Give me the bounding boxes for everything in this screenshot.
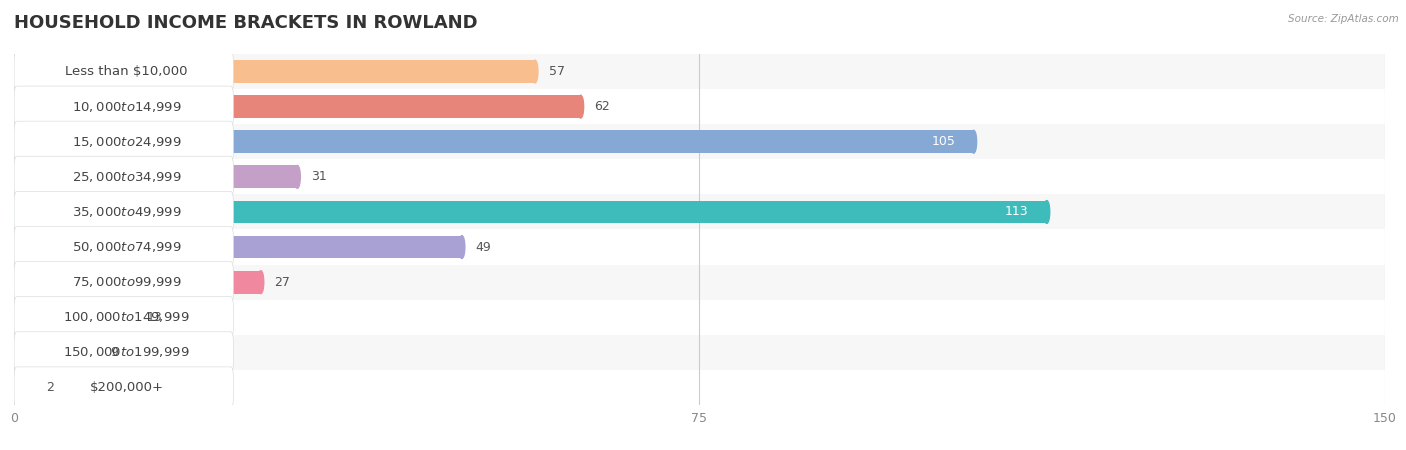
Circle shape <box>93 341 100 364</box>
Bar <box>14 159 1385 194</box>
Text: Source: ZipAtlas.com: Source: ZipAtlas.com <box>1288 14 1399 23</box>
Bar <box>14 166 298 188</box>
Text: 105: 105 <box>932 135 956 148</box>
Text: 31: 31 <box>311 171 326 183</box>
Bar <box>14 201 1046 223</box>
Bar <box>14 300 1385 335</box>
FancyBboxPatch shape <box>14 156 233 198</box>
Text: Less than $10,000: Less than $10,000 <box>65 65 188 78</box>
Text: $100,000 to $149,999: $100,000 to $149,999 <box>63 310 190 324</box>
FancyBboxPatch shape <box>14 367 233 408</box>
Bar <box>14 236 463 258</box>
Bar <box>14 306 134 328</box>
Text: $10,000 to $14,999: $10,000 to $14,999 <box>72 99 181 114</box>
Text: 113: 113 <box>1005 206 1029 218</box>
Text: $75,000 to $99,999: $75,000 to $99,999 <box>72 275 181 289</box>
Bar <box>14 335 1385 370</box>
Circle shape <box>294 166 301 188</box>
FancyBboxPatch shape <box>14 86 233 127</box>
Circle shape <box>129 306 136 328</box>
Text: 2: 2 <box>46 381 53 394</box>
Text: 62: 62 <box>595 100 610 113</box>
FancyBboxPatch shape <box>14 332 233 373</box>
Text: $25,000 to $34,999: $25,000 to $34,999 <box>72 170 181 184</box>
Text: 9: 9 <box>110 346 118 359</box>
Bar <box>14 265 1385 300</box>
Text: 27: 27 <box>274 276 291 288</box>
FancyBboxPatch shape <box>14 297 233 338</box>
Text: HOUSEHOLD INCOME BRACKETS IN ROWLAND: HOUSEHOLD INCOME BRACKETS IN ROWLAND <box>14 14 478 32</box>
Bar <box>14 271 262 293</box>
Text: $15,000 to $24,999: $15,000 to $24,999 <box>72 135 181 149</box>
Circle shape <box>1043 201 1050 223</box>
Bar <box>14 376 32 399</box>
Text: 13: 13 <box>146 311 162 324</box>
Bar <box>14 60 536 83</box>
Text: $150,000 to $199,999: $150,000 to $199,999 <box>63 345 190 360</box>
Text: 57: 57 <box>548 65 565 78</box>
Bar <box>14 89 1385 124</box>
FancyBboxPatch shape <box>14 191 233 233</box>
Circle shape <box>578 95 583 118</box>
Bar <box>14 95 581 118</box>
Text: $50,000 to $74,999: $50,000 to $74,999 <box>72 240 181 254</box>
Circle shape <box>458 236 465 258</box>
Circle shape <box>257 271 264 293</box>
Bar <box>14 124 1385 159</box>
FancyBboxPatch shape <box>14 261 233 303</box>
FancyBboxPatch shape <box>14 121 233 162</box>
Bar <box>14 370 1385 405</box>
Bar <box>14 54 1385 89</box>
Text: 49: 49 <box>475 241 491 253</box>
FancyBboxPatch shape <box>14 226 233 268</box>
Bar <box>14 341 96 364</box>
Circle shape <box>531 60 538 83</box>
Bar <box>14 230 1385 265</box>
Circle shape <box>970 130 977 153</box>
Text: $200,000+: $200,000+ <box>90 381 163 394</box>
Bar <box>14 130 974 153</box>
Text: $35,000 to $49,999: $35,000 to $49,999 <box>72 205 181 219</box>
FancyBboxPatch shape <box>14 51 233 92</box>
Bar <box>14 194 1385 230</box>
Circle shape <box>30 376 35 399</box>
